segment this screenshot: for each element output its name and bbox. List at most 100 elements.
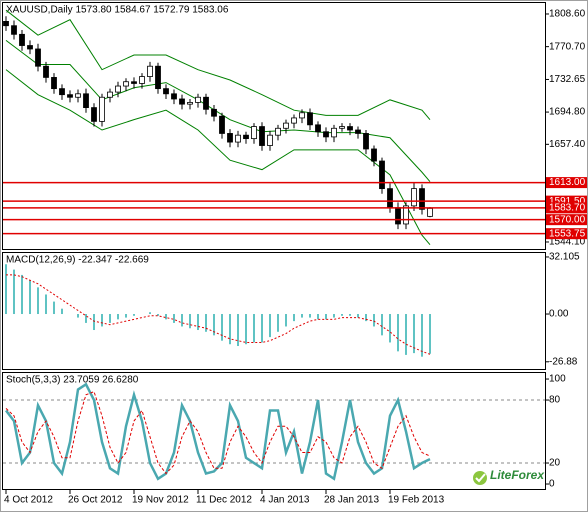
level-label-bg: [546, 202, 587, 214]
candle-body: [43, 65, 49, 78]
level-label: 1570.00: [549, 214, 586, 225]
macd-bar: [101, 314, 103, 327]
candle-body: [67, 94, 73, 98]
y-tick-label: 80: [549, 395, 561, 406]
macd-bar: [197, 314, 199, 331]
x-tick-label: 19 Nov 2012: [132, 495, 189, 506]
watermark: LiteForex: [490, 468, 545, 482]
band-line: [5, 9, 431, 120]
macd-bar: [13, 269, 15, 315]
macd-bar: [381, 314, 383, 336]
macd-bar: [285, 314, 287, 327]
y-tick-label: 1657.40: [549, 139, 586, 150]
candle-body: [83, 93, 89, 108]
candle-body: [363, 133, 369, 150]
candle-body: [123, 81, 129, 87]
candle-body: [259, 126, 265, 146]
logo: LiteForex: [473, 468, 545, 485]
y-tick-label: 0.00: [549, 309, 569, 320]
level-label: 1553.75: [549, 228, 586, 239]
macd-bar: [133, 314, 135, 316]
candle-body: [99, 96, 105, 122]
candle-body: [131, 81, 137, 84]
candle-body: [251, 126, 257, 140]
candle-body: [323, 131, 329, 138]
macd-bar: [37, 287, 39, 315]
candle-body: [195, 96, 201, 103]
x-tick-label: 26 Oct 2012: [68, 495, 123, 506]
macd-bar: [77, 314, 79, 318]
macd-bar: [237, 314, 239, 347]
macd-bar: [125, 314, 127, 318]
x-tick-label: 4 Oct 2012: [4, 495, 53, 506]
level-label-bg: [546, 214, 587, 226]
candle-body: [379, 160, 385, 190]
macd-bar: [357, 314, 359, 318]
stoch-signal: [5, 390, 431, 475]
candle-body: [339, 126, 345, 129]
macd-bar: [213, 314, 215, 336]
macd-bar: [269, 314, 271, 338]
candle-body: [91, 107, 97, 122]
x-tick-label: 11 Dec 2012: [196, 495, 252, 506]
candle-body: [227, 133, 233, 143]
level-label-bg: [546, 177, 587, 189]
macd-signal: [6, 274, 431, 355]
candle-body: [179, 98, 185, 105]
macd-bar: [349, 314, 351, 316]
stoch-main: [5, 382, 431, 481]
level-label: 1583.70: [549, 202, 586, 213]
macd-bar: [53, 301, 55, 315]
macd-bar: [333, 314, 335, 318]
macd-bar: [325, 314, 327, 320]
macd-bar: [205, 314, 207, 332]
macd-bar: [317, 314, 319, 320]
band-line: [5, 39, 431, 183]
candle-body: [355, 129, 361, 134]
candle-body: [11, 25, 17, 35]
x-tick-label: 19 Feb 2013: [388, 495, 445, 506]
candle-body: [275, 127, 281, 136]
macd-bar: [45, 294, 47, 315]
macd-bar: [365, 314, 367, 322]
y-tick-label: -26.88: [549, 356, 578, 367]
level-label-bg: [546, 195, 587, 207]
x-tick-label: 28 Jan 2013: [324, 495, 379, 506]
candle-body: [115, 85, 121, 93]
macd-bar: [277, 314, 279, 332]
candle-body: [51, 77, 57, 90]
level-label: 1613.00: [549, 177, 586, 188]
y-tick-label: 1770.70: [549, 41, 586, 52]
candle-body: [315, 124, 321, 133]
macd-bar: [405, 314, 407, 355]
candle-body: [219, 115, 225, 134]
candle-body: [283, 122, 289, 129]
macd-bar: [85, 314, 87, 323]
y-tick-label: 100: [549, 374, 566, 385]
macd-bar: [373, 314, 375, 327]
macd-bar: [309, 314, 311, 318]
candle-body: [347, 126, 353, 131]
macd-bar: [253, 314, 255, 343]
candle-body: [211, 108, 217, 117]
candle-body: [35, 48, 41, 67]
candle-body: [307, 112, 313, 126]
candle-body: [19, 33, 25, 46]
macd-bar: [341, 314, 343, 316]
macd-bar: [421, 314, 423, 357]
candle-body: [27, 45, 33, 50]
pane-title: MACD(12,26,9) -22.347 -22.669: [6, 255, 149, 266]
level-label: 1591.50: [549, 196, 586, 207]
pane-title: Stoch(5,3,3) 23.7059 26.6280: [6, 375, 139, 386]
macd-bar: [245, 314, 247, 345]
y-tick-label: 1808.60: [549, 9, 586, 20]
candle-body: [75, 93, 81, 98]
candle-body: [419, 188, 425, 210]
macd-pane: [2, 252, 546, 370]
macd-bar: [413, 314, 415, 354]
candle-body: [235, 134, 241, 143]
macd-bar: [29, 280, 31, 315]
logo-check: [475, 473, 486, 483]
